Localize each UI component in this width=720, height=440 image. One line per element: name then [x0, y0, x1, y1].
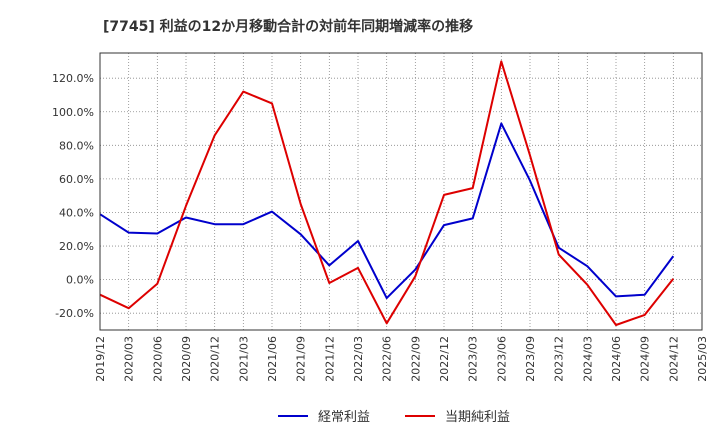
series-lines: [99, 60, 675, 326]
x-tick-label: 2023/06: [495, 336, 508, 382]
x-tick-label: 2024/03: [581, 336, 594, 382]
y-tick-label: 80.0%: [59, 139, 94, 152]
x-tick-label: 2022/09: [409, 336, 422, 382]
y-axis-ticks: -20.0% 0.0% 20.0% 40.0% 60.0% 80.0% 100.0% 120.…: [52, 72, 94, 320]
x-tick-label: 2021/03: [237, 336, 250, 382]
x-tick-label: 2020/06: [151, 336, 164, 382]
legend-label: 当期純利益: [445, 410, 510, 425]
x-tick-label: 2021/06: [266, 336, 279, 382]
y-tick-label: 100.0%: [52, 106, 94, 119]
plot-frame: [99, 52, 703, 331]
x-tick-label: 2025/03: [696, 336, 709, 382]
legend: 経常利益 当期純利益: [278, 410, 510, 425]
x-tick-label: 2020/09: [180, 336, 193, 382]
y-tick-label: -20.0%: [55, 307, 94, 320]
y-tick-label: 120.0%: [52, 72, 94, 85]
x-tick-label: 2024/09: [639, 336, 652, 382]
x-tick-label: 2022/03: [352, 336, 365, 382]
chart-title: [7745] 利益の12か月移動合計の対前年同期増減率の推移: [103, 18, 473, 35]
x-tick-label: 2021/12: [323, 336, 336, 382]
series-line-1: [99, 122, 675, 300]
y-tick-label: 60.0%: [59, 173, 94, 186]
y-tick-label: 20.0%: [59, 240, 94, 253]
x-tick-label: 2019/12: [94, 336, 107, 382]
series-line-2: [99, 60, 675, 326]
x-tick-label: 2024/12: [667, 336, 680, 382]
y-tick-label: 0.0%: [66, 274, 94, 287]
x-tick-label: 2023/09: [524, 336, 537, 382]
x-tick-label: 2020/03: [123, 336, 136, 382]
x-tick-label: 2020/12: [209, 336, 222, 382]
x-axis-ticks: 2019/12 2020/03 2020/06 2020/09 2020/12 2021/…: [94, 336, 709, 382]
y-tick-label: 40.0%: [59, 206, 94, 219]
x-tick-label: 2022/06: [381, 336, 394, 382]
x-tick-label: 2024/06: [610, 336, 623, 382]
grid: [100, 53, 702, 330]
x-tick-label: 2021/09: [295, 336, 308, 382]
legend-label: 経常利益: [318, 410, 370, 425]
x-tick-label: 2023/03: [467, 336, 480, 382]
x-tick-label: 2023/12: [553, 336, 566, 382]
x-tick-label: 2022/12: [438, 336, 451, 382]
